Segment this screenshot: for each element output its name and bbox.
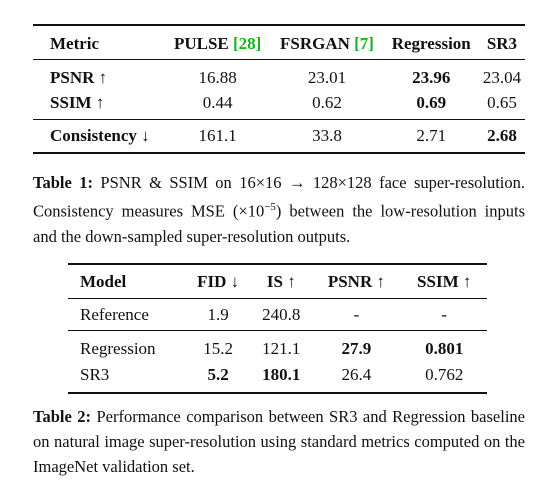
table2-cell: 0.762: [425, 365, 464, 384]
table-row: Consistency ↓ 161.1 33.8 2.71 2.68: [33, 119, 525, 153]
table1-cell: 23.04: [482, 67, 522, 87]
table1-header-fsrgan: FSRGAN [7]: [270, 25, 383, 60]
table-1-face-super-resolution: Metric PULSE [28] FSRGAN [7] Regression …: [33, 24, 525, 154]
table-1-caption-text-part2: ) between the low-resolution inputs and …: [33, 201, 526, 246]
table1-header-fsrgan-label: FSRGAN: [279, 33, 350, 53]
table2-cell-best: 180.1: [262, 365, 301, 384]
table2-cell: 240.8: [262, 304, 301, 324]
table2-cell-best: 0.801: [425, 339, 464, 358]
table1-header-metric: Metric: [50, 33, 100, 53]
table1-cell: 0.44: [202, 93, 233, 112]
table2-cell: 15.2: [203, 339, 233, 358]
table2-model-reference: Reference: [80, 304, 149, 324]
table1-metric-psnr: PSNR ↑: [50, 67, 108, 87]
table1-header-pulse: PULSE [28]: [165, 25, 270, 60]
table2-cell: -: [441, 304, 448, 324]
table1-citation-pulse[interactable]: [28]: [233, 33, 262, 53]
table-2-caption-text: Performance comparison between SR3 and R…: [33, 407, 525, 476]
table1-header-regression: Regression: [391, 33, 471, 53]
table1-cell: 161.1: [198, 126, 237, 145]
table1-cell-best: 2.68: [487, 126, 517, 145]
table2-cell: -: [353, 304, 360, 324]
table2-model-sr3: SR3: [80, 365, 110, 384]
table2-cell: 26.4: [341, 365, 372, 384]
table2-cell-best: 27.9: [341, 339, 372, 358]
table2-model-regression: Regression: [80, 339, 156, 358]
table1-cell: 16.88: [198, 67, 237, 87]
table-2-imagenet-super-resolution: Model FID ↓ IS ↑ PSNR ↑ SSIM ↑ Reference…: [68, 263, 487, 394]
table-1-caption-text-part1: PSNR & SSIM on 16×16 → 128×128 face supe…: [33, 173, 525, 221]
table1-cell: 33.8: [312, 126, 342, 145]
table1-cell-best: 23.96: [412, 67, 451, 87]
table1-metric-ssim: SSIM ↑: [50, 93, 105, 112]
table-row: Reference 1.9 240.8 - -: [68, 298, 487, 331]
table-row: SR3 5.2 180.1 26.4 0.762: [68, 364, 487, 393]
table-1-caption: Table 1: PSNR & SSIM on 16×16 → 128×128 …: [33, 170, 525, 249]
table1-header-sr3: SR3: [486, 33, 518, 53]
table2-cell: 1.9: [207, 304, 229, 324]
table-1-caption-label: Table 1:: [33, 173, 93, 192]
table2-header-model: Model: [80, 271, 127, 291]
table1-cell: 23.01: [307, 67, 347, 87]
table-row: Regression 15.2 121.1 27.9 0.801: [68, 330, 487, 365]
table-2-caption: Table 2: Performance comparison between …: [33, 404, 525, 479]
table2-header-psnr: PSNR ↑: [327, 271, 385, 291]
table2-header-ssim: SSIM ↑: [417, 271, 472, 291]
table2-cell-best: 5.2: [207, 365, 229, 384]
table1-cell: 0.65: [487, 93, 517, 112]
table-row: SSIM ↑ 0.44 0.62 0.69 0.65: [33, 91, 525, 120]
table1-header-pulse-label: PULSE: [173, 33, 229, 53]
table2-header-is: IS ↑: [266, 271, 296, 291]
table-2-caption-label: Table 2:: [33, 407, 92, 426]
table2-header-fid: FID ↓: [197, 271, 240, 291]
table1-metric-consistency: Consistency ↓: [50, 126, 150, 145]
table1-cell-best: 0.69: [416, 93, 447, 112]
table1-cell: 2.71: [416, 126, 447, 145]
table1-citation-fsrgan[interactable]: [7]: [354, 33, 374, 53]
table2-cell: 121.1: [262, 339, 301, 358]
table-row: PSNR ↑ 16.88 23.01 23.96 23.04: [33, 59, 525, 92]
table1-cell: 0.62: [312, 93, 342, 112]
table-1-caption-exponent: −5: [264, 201, 276, 213]
